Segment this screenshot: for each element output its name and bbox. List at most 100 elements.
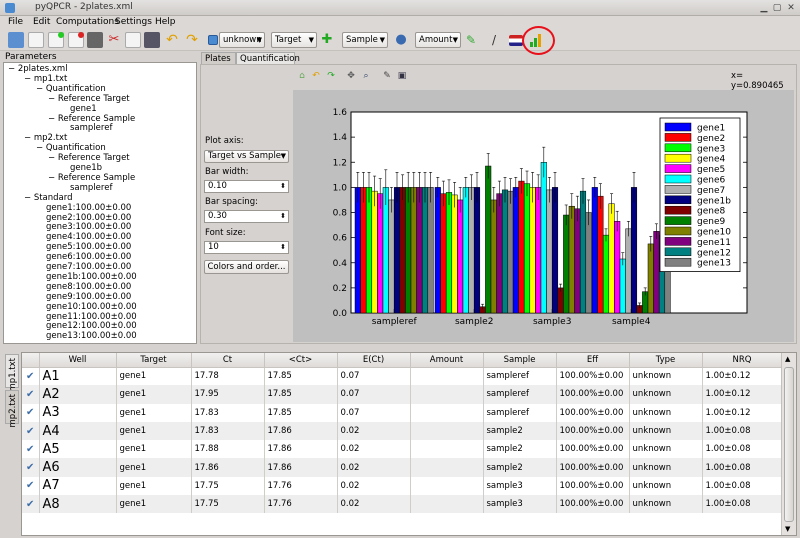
column-header[interactable]: <Ct> <box>264 353 338 368</box>
tree-item[interactable]: − Reference Target <box>48 153 130 164</box>
tree-item[interactable]: − Reference Sample <box>48 172 136 183</box>
pan-icon[interactable]: ✥ <box>347 71 355 81</box>
tree-item[interactable]: gene1b <box>70 163 103 173</box>
side-tab-mp1[interactable]: mp1.txt <box>5 354 19 391</box>
type-combo[interactable]: unknown ▼ <box>219 32 265 48</box>
tree-item[interactable]: gene2:100.00±0.00 <box>46 212 132 223</box>
minimize-icon[interactable]: ▁ <box>760 3 768 13</box>
zoom-icon[interactable]: ⌕ <box>363 71 369 81</box>
copy-icon[interactable] <box>125 32 141 48</box>
tree-item[interactable]: − mp2.txt <box>24 133 68 144</box>
language-flag-icon[interactable] <box>509 35 523 46</box>
tree-item[interactable]: gene7:100.00±0.00 <box>46 262 132 272</box>
tab-quantification[interactable]: Quantification <box>236 52 300 64</box>
tree-item[interactable]: gene3:100.00±0.00 <box>46 222 132 233</box>
sample-combo[interactable]: Sample ▼ <box>342 32 388 48</box>
edit-pen-icon[interactable]: / <box>491 33 497 47</box>
column-header[interactable]: Sample <box>483 353 557 368</box>
target-combo[interactable]: Target ▼ <box>271 32 317 48</box>
menu-help[interactable]: Help <box>155 17 176 27</box>
tree-item[interactable]: − Quantification <box>36 143 106 154</box>
check-icon[interactable]: ✔ <box>22 421 40 441</box>
table-row[interactable]: ✔ A3 gene1 17.83 17.85 0.07 sampleref 100.00%±0… <box>22 403 783 422</box>
tree-item[interactable]: sampleref <box>70 182 113 193</box>
table-row[interactable]: ✔ A7 gene1 17.75 17.76 0.02 sample3 100.00%±0.0… <box>22 476 783 496</box>
tree-item[interactable]: − Quantification <box>36 83 106 94</box>
check-icon[interactable]: ✔ <box>22 367 40 386</box>
undo-icon[interactable]: ↶ <box>166 32 178 48</box>
table-row[interactable]: ✔ A8 gene1 17.75 17.76 0.02 sample3 100.00%±0.0… <box>22 495 783 514</box>
add-target-icon[interactable]: ✚ <box>321 32 333 47</box>
menu-file[interactable]: File <box>8 17 24 27</box>
table-row[interactable]: ✔ A2 gene1 17.95 17.85 0.07 sampleref 100.00%±0… <box>22 385 783 404</box>
column-header[interactable]: Target <box>116 353 192 368</box>
table-row[interactable]: ✔ A6 gene1 17.86 17.86 0.02 sample2 100.00%±0.0… <box>22 458 783 477</box>
column-header[interactable]: Well <box>39 353 117 368</box>
print-icon[interactable] <box>87 32 103 48</box>
plot-area[interactable]: 0.0 0.2 0.4 0.6 0.8 1.0 1.2 1.4 1.6 sampleref samp… <box>293 90 794 342</box>
bar-width-spinbox[interactable]: 0.10 ⬍ <box>204 180 289 193</box>
bar-spacing-spinbox[interactable]: 0.30 ⬍ <box>204 210 289 223</box>
check-icon[interactable]: ✔ <box>22 440 40 459</box>
colors-order-button[interactable]: Colors and order... <box>204 260 289 274</box>
plot-axis-select[interactable]: Target vs Sample ▼ <box>204 150 289 163</box>
forward-icon[interactable]: ↷ <box>327 71 335 81</box>
column-header[interactable]: Ct <box>191 353 265 368</box>
column-header[interactable]: Eff <box>556 353 630 368</box>
tree-item[interactable]: gene4:100.00±0.00 <box>46 232 132 243</box>
tree-item[interactable]: gene9:100.00±0.00 <box>46 291 132 302</box>
home-icon[interactable]: ⌂ <box>299 71 305 81</box>
save-icon[interactable] <box>8 32 24 48</box>
column-header[interactable]: E(Ct) <box>337 353 411 368</box>
tree-item[interactable]: − Standard <box>24 192 73 203</box>
add-sample-icon[interactable]: ● <box>395 32 407 47</box>
table-row[interactable]: ✔ A4 gene1 17.83 17.86 0.02 sample2 100.00%±0.0… <box>22 421 783 441</box>
table-row[interactable]: ✔ A5 gene1 17.88 17.86 0.02 sample2 100.00%±0.0… <box>22 440 783 459</box>
tree-item[interactable]: gene6:100.00±0.00 <box>46 252 132 263</box>
tree-item[interactable]: gene8:100.00±0.00 <box>46 281 132 292</box>
new-file-icon[interactable] <box>28 32 44 48</box>
tree-item[interactable]: gene1b:100.00±0.00 <box>46 271 137 282</box>
check-icon[interactable]: ✔ <box>22 458 40 477</box>
column-header[interactable] <box>22 353 40 368</box>
check-icon[interactable]: ✔ <box>22 476 40 496</box>
tree-item[interactable]: gene1:100.00±0.00 <box>46 202 132 213</box>
menu-settings[interactable]: Settings <box>115 17 152 27</box>
menu-computations[interactable]: Computations <box>56 17 119 27</box>
scroll-up-icon[interactable]: ▲ <box>785 355 791 363</box>
close-icon[interactable]: ✕ <box>787 3 795 13</box>
tree-item[interactable]: gene11:100.00±0.00 <box>46 311 137 322</box>
amount-combo[interactable]: Amount ▼ <box>415 32 461 48</box>
tree-item[interactable]: gene1 <box>70 103 97 114</box>
remove-plate-icon[interactable] <box>68 32 84 48</box>
column-header[interactable]: Type <box>629 353 703 368</box>
column-header[interactable]: NRQ <box>702 353 783 368</box>
save-as-icon[interactable] <box>144 32 160 48</box>
tab-plates[interactable]: Plates <box>201 52 236 64</box>
cut-icon[interactable]: ✂ <box>108 32 120 47</box>
font-size-spinbox[interactable]: 10 ⬍ <box>204 241 289 254</box>
table-row[interactable]: ✔ A1 gene1 17.78 17.85 0.07 sampleref 100.00%±0… <box>22 367 783 386</box>
scroll-down-icon[interactable]: ▼ <box>785 525 791 533</box>
tree-item[interactable]: sampleref <box>70 123 113 134</box>
tree-item[interactable]: gene10:100.00±0.00 <box>46 301 137 312</box>
menu-edit[interactable]: Edit <box>33 17 51 27</box>
side-tab-mp2[interactable]: mp2.txt <box>5 390 19 427</box>
scrollbar-thumb[interactable] <box>784 367 794 522</box>
check-icon[interactable]: ✔ <box>22 495 40 514</box>
compute-icon[interactable]: ✎ <box>465 33 477 47</box>
configure-icon[interactable]: ✎ <box>383 71 391 81</box>
tree-item[interactable]: − 2plates.xml <box>8 64 68 74</box>
maximize-icon[interactable]: ▢ <box>772 3 782 13</box>
add-plate-icon[interactable] <box>48 32 64 48</box>
table-scrollbar[interactable]: ▲ ▼ <box>781 353 796 535</box>
back-icon[interactable]: ↶ <box>312 71 320 81</box>
tree-item[interactable]: gene5:100.00±0.00 <box>46 242 132 253</box>
parameters-tree[interactable]: − 2plates.xml − mp1.txt − Quantification − … <box>3 62 197 344</box>
tree-item[interactable]: − Reference Sample <box>48 113 136 124</box>
tree-item[interactable]: gene13:100.00±0.00 <box>46 331 137 342</box>
redo-icon[interactable]: ↷ <box>186 32 198 48</box>
tree-item[interactable]: − mp1.txt <box>24 73 68 84</box>
check-icon[interactable]: ✔ <box>22 403 40 422</box>
tree-item[interactable]: gene12:100.00±0.00 <box>46 321 137 332</box>
